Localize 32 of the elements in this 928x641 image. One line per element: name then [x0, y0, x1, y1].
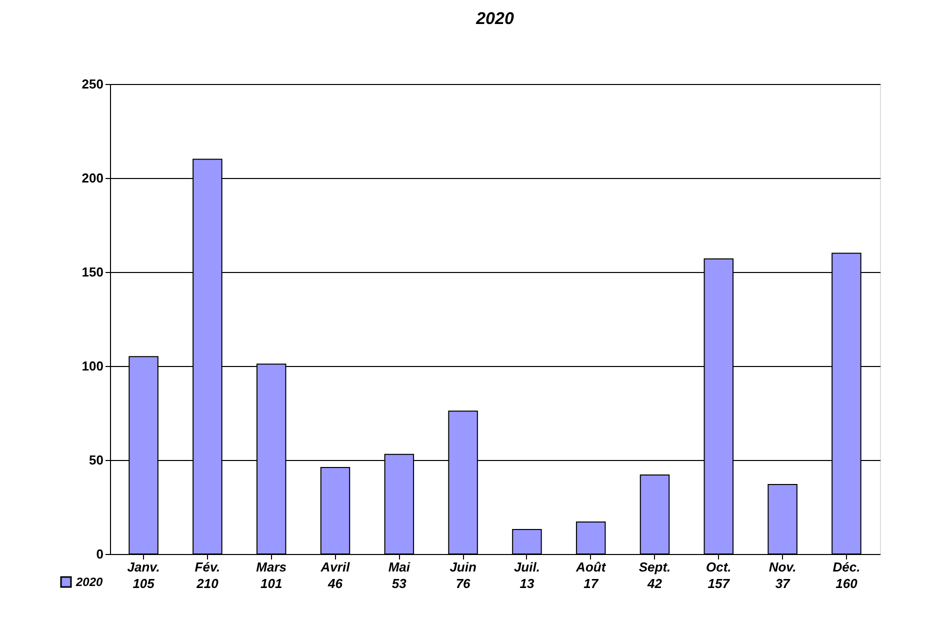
y-tick-label: 50 [89, 452, 104, 468]
y-tick-label: 150 [82, 264, 104, 280]
x-tick-label: Juil. [514, 560, 540, 574]
x-tick-label: Nov. [768, 560, 796, 574]
data-label: 13 [520, 576, 535, 591]
x-tick-label: Août [575, 560, 606, 574]
y-tick-label: 200 [82, 170, 104, 186]
data-label: 42 [646, 576, 663, 591]
x-tick-label: Mars [256, 560, 287, 574]
data-label: 37 [775, 576, 791, 591]
data-label: 53 [392, 576, 408, 591]
y-tick-label: 0 [96, 546, 104, 562]
data-label: 46 [327, 576, 344, 591]
data-label: 17 [584, 576, 599, 591]
x-tick-label: Janv. [127, 560, 160, 574]
x-tick-label: Sept. [638, 560, 671, 574]
x-tick-label: Juin [450, 560, 476, 574]
x-tick-label: Mai [388, 560, 410, 574]
y-tick-label: 100 [82, 358, 104, 374]
x-tick-label: Oct. [706, 560, 732, 574]
legend-label: 2020 [75, 575, 104, 589]
data-label: 157 [708, 576, 730, 591]
y-tick-label: 250 [82, 76, 104, 92]
data-label: 76 [456, 576, 472, 591]
data-label: 105 [132, 576, 156, 591]
data-label: 160 [836, 576, 858, 591]
chart-title: 2020 [475, 9, 514, 28]
x-tick-label: Avril [320, 560, 350, 574]
x-tick-label: Déc. [832, 560, 860, 574]
x-tick-label: Fév. [194, 560, 220, 574]
data-label: 101 [260, 576, 282, 591]
data-label: 210 [196, 576, 220, 591]
